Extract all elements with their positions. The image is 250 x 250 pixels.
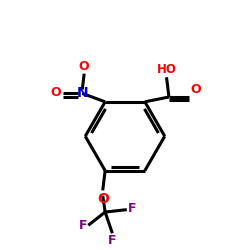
Text: F: F — [79, 219, 88, 232]
Text: F: F — [128, 202, 136, 215]
Text: HO: HO — [156, 63, 176, 76]
Text: O: O — [97, 192, 109, 205]
Text: O: O — [51, 86, 61, 99]
Text: O: O — [190, 83, 201, 96]
Text: N: N — [76, 86, 88, 101]
Text: F: F — [108, 234, 116, 247]
Text: O: O — [79, 60, 90, 73]
